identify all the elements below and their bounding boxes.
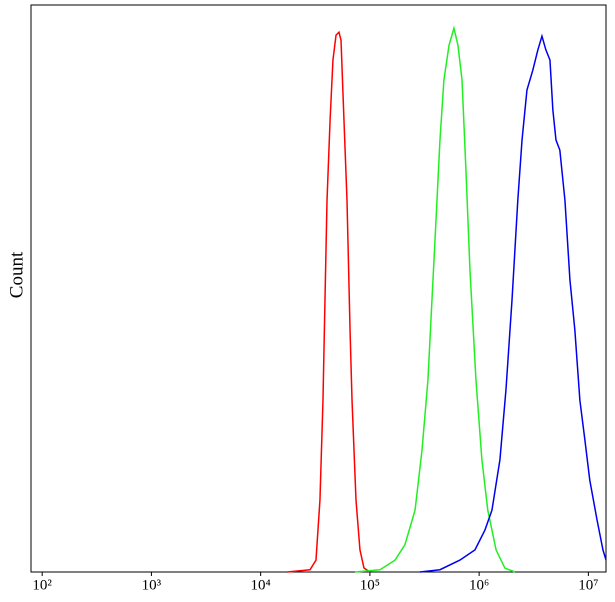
plot-frame <box>30 4 607 573</box>
x-tick-label: 10⁴ <box>251 577 271 593</box>
histogram-line <box>419 33 607 573</box>
x-tick-label: 10³ <box>142 577 162 593</box>
histogram-line <box>354 25 516 573</box>
x-tick-label: 10⁶ <box>469 577 489 593</box>
y-axis-label: Count <box>6 251 27 298</box>
histogram-line <box>287 30 371 573</box>
x-tick-label: 10⁷ <box>578 577 598 593</box>
x-tick-label: 10⁵ <box>360 577 380 593</box>
x-tick-label: 10² <box>32 577 52 593</box>
